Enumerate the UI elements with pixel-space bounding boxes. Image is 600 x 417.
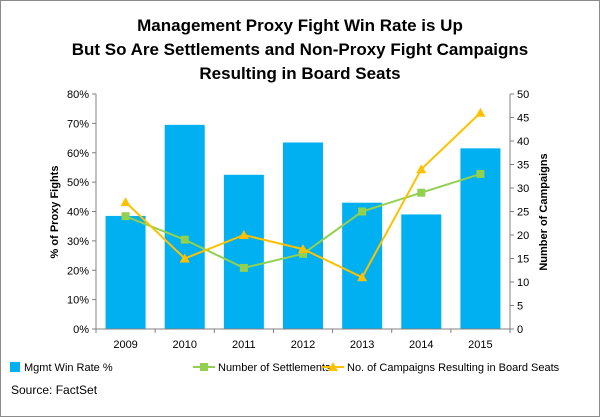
left-tick-label: 40% (67, 207, 89, 219)
right-tick-label: 5 (517, 301, 523, 313)
left-tick-label: 50% (67, 177, 89, 189)
bar-2010 (164, 124, 205, 329)
right-tick-label: 45 (517, 113, 529, 125)
chart-title: Management Proxy Fight Win Rate is Up Bu… (0, 14, 600, 86)
bar-2013 (342, 202, 383, 329)
right-tick-label: 35 (517, 160, 529, 172)
right-tick-label: 0 (517, 324, 523, 336)
chart-title-line-1: Management Proxy Fight Win Rate is Up (137, 16, 463, 35)
chart-title-line-3: Resulting in Board Seats (199, 64, 401, 83)
settlements-point-2010 (180, 235, 189, 244)
x-tick-label: 2014 (409, 339, 433, 351)
board-seats-point-2010 (179, 253, 190, 263)
source-note: Source: FactSet (11, 383, 98, 397)
bar-2014 (401, 214, 442, 329)
right-tick-label: 30 (517, 183, 529, 195)
settlements-point-2011 (239, 263, 248, 272)
settlements-point-2012 (299, 249, 307, 258)
legend-swatch-win-rate (10, 362, 20, 372)
x-tick-label: 2011 (232, 339, 256, 351)
board-seats-point-2014 (416, 164, 427, 174)
legend: Mgmt Win Rate % Number of Settlements No… (10, 362, 560, 374)
bar-2011 (223, 174, 264, 329)
x-tick-label: 2010 (172, 339, 196, 351)
right-tick-label: 15 (517, 254, 529, 266)
left-tick-label: 0% (73, 324, 89, 336)
right-tick-label: 40 (517, 136, 529, 148)
left-tick-label: 80% (67, 89, 89, 101)
right-axis-title: Number of Campaigns (538, 153, 550, 270)
board-seats-point-2012 (298, 244, 308, 254)
settlements-point-2013 (358, 207, 367, 216)
left-tick-label: 60% (67, 148, 89, 160)
legend-marker-settlements (200, 363, 208, 371)
legend-marker-board-seats (328, 362, 338, 371)
legend-label-win-rate: Mgmt Win Rate % (24, 362, 113, 374)
x-tick-label: 2013 (350, 339, 374, 351)
legend-label-board-seats: No. of Campaigns Resulting in Board Seat… (347, 362, 560, 374)
left-tick-label: 10% (67, 295, 89, 307)
chart-title-line-2: But So Are Settlements and Non-Proxy Fig… (71, 40, 529, 59)
board-seats-point-2009 (120, 197, 131, 207)
x-tick-label: 2015 (468, 339, 492, 351)
board-seats-point-2011 (238, 230, 249, 239)
board-seats-point-2015 (475, 107, 486, 117)
bar-2012 (283, 142, 323, 329)
left-axis-title: % of Proxy Fights (49, 166, 61, 259)
left-tick-label: 30% (67, 236, 89, 248)
settlements-point-2015 (476, 169, 485, 178)
settlements-point-2014 (417, 188, 426, 197)
right-tick-label: 25 (517, 207, 529, 219)
left-tick-label: 70% (67, 118, 89, 130)
settlements-point-2009 (121, 212, 130, 221)
legend-label-settlements: Number of Settlements (218, 362, 331, 374)
board-seats-point-2013 (357, 272, 368, 282)
bar-2009 (105, 215, 146, 329)
left-tick-label: 20% (67, 265, 89, 277)
right-tick-label: 10 (517, 277, 529, 289)
right-tick-label: 50 (517, 89, 529, 101)
right-tick-label: 20 (517, 230, 529, 242)
x-tick-label: 2009 (113, 339, 137, 351)
x-tick-label: 2012 (291, 339, 315, 351)
